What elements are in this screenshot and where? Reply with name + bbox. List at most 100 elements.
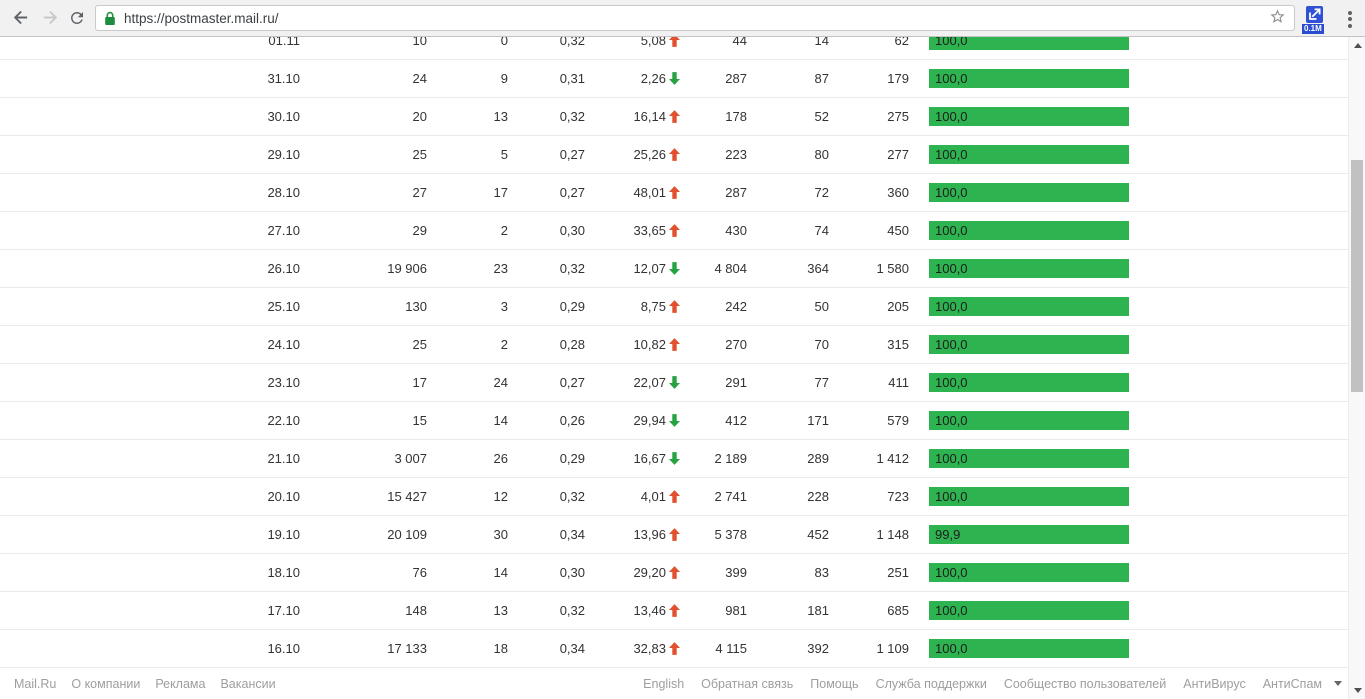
trend-up-icon [669, 642, 680, 655]
delta-cell: 29,20 [585, 565, 680, 580]
extension-badge: 0.1M [1302, 24, 1324, 34]
trend-up-icon [669, 490, 680, 503]
rate-value: 100,0 [935, 299, 968, 314]
rate-cell: 100,0 [909, 69, 1129, 88]
date-cell: 25.10 [267, 299, 300, 314]
extension-button[interactable]: 0.1M [1302, 4, 1328, 34]
url-text[interactable]: https://postmaster.mail.ru/ [124, 10, 279, 26]
date-cell: 21.10 [267, 451, 300, 466]
value-cell: 74 [814, 223, 829, 238]
trend-up-icon [669, 528, 680, 541]
value-cell: 14 [493, 413, 508, 428]
trend-up-icon [669, 300, 680, 313]
table-row: 25.10 130 3 0,29 8,75 242 50 205 100,0 [0, 288, 1348, 326]
forward-button[interactable] [38, 7, 62, 31]
footer-link[interactable]: Служба поддержки [875, 676, 987, 691]
table-row: 30.10 20 13 0,32 16,14 178 52 275 100,0 [0, 98, 1348, 136]
rate-bar: 100,0 [929, 487, 1129, 506]
footer-link[interactable]: АнтиВирус [1183, 676, 1246, 691]
reload-button[interactable] [65, 7, 89, 31]
value-cell: 13 [493, 603, 508, 618]
value-cell: 76 [412, 565, 427, 580]
value-cell: 3 007 [394, 451, 427, 466]
value-cell: 29 [412, 223, 427, 238]
back-button[interactable] [8, 7, 32, 31]
caret-down-icon[interactable] [1334, 681, 1342, 686]
rate-value: 100,0 [935, 413, 968, 428]
rate-value: 100,0 [935, 185, 968, 200]
value-cell: 0,29 [559, 451, 585, 466]
rate-cell: 100,0 [909, 107, 1129, 126]
footer-link[interactable]: АнтиСпам [1262, 676, 1322, 691]
value-cell: 15 [412, 413, 427, 428]
scrollbar-up-icon[interactable] [1353, 43, 1362, 48]
scrollbar-down-icon[interactable] [1353, 688, 1362, 693]
value-cell: 17 133 [387, 641, 427, 656]
value-cell: 228 [807, 489, 829, 504]
value-cell: 30 [493, 527, 508, 542]
date-cell: 23.10 [267, 375, 300, 390]
rate-bar: 100,0 [929, 183, 1129, 202]
footer-link[interactable]: Mail.Ru [14, 676, 57, 691]
rate-value: 99,9 [935, 527, 961, 542]
trend-down-icon [669, 262, 680, 275]
rate-value: 100,0 [935, 147, 968, 162]
footer-link[interactable]: О компании [71, 676, 141, 691]
value-cell: 0,34 [559, 641, 585, 656]
rate-bar: 100,0 [929, 69, 1129, 88]
delta-cell: 8,75 [585, 299, 680, 314]
footer-link[interactable]: English [643, 676, 685, 691]
footer-link[interactable]: Помощь [810, 676, 859, 691]
delta-value: 5,08 [640, 37, 666, 48]
footer-link[interactable]: Вакансии [220, 676, 276, 691]
delta-cell: 29,94 [585, 413, 680, 428]
table-row: 27.10 29 2 0,30 33,65 430 74 450 100,0 [0, 212, 1348, 250]
footer-link[interactable]: Сообщество пользователей [1003, 676, 1167, 691]
value-cell: 25 [412, 147, 427, 162]
table-row: 21.10 3 007 26 0,29 16,67 2 189 289 1 41… [0, 440, 1348, 478]
browser-menu-button[interactable] [1340, 7, 1360, 31]
value-cell: 251 [887, 565, 909, 580]
value-cell: 24 [412, 71, 427, 86]
value-cell: 450 [887, 223, 909, 238]
value-cell: 277 [887, 147, 909, 162]
address-bar[interactable]: https://postmaster.mail.ru/ [95, 5, 1295, 31]
rate-cell: 100,0 [909, 183, 1129, 202]
table-row: 16.10 17 133 18 0,34 32,83 4 115 392 1 1… [0, 630, 1348, 668]
date-cell: 27.10 [267, 223, 300, 238]
value-cell: 315 [887, 337, 909, 352]
stats-table: 01.11 10 0 0,32 5,08 44 14 62 100,0 31.1… [0, 37, 1348, 668]
value-cell: 0,32 [559, 261, 585, 276]
delta-value: 2,26 [640, 71, 666, 86]
table-body: 01.11 10 0 0,32 5,08 44 14 62 100,0 31.1… [0, 37, 1348, 668]
footer-link[interactable]: Обратная связь [701, 676, 794, 691]
value-cell: 0,26 [559, 413, 585, 428]
value-cell: 1 109 [876, 641, 909, 656]
footer-link[interactable]: Реклама [155, 676, 206, 691]
trend-up-icon [669, 224, 680, 237]
value-cell: 130 [405, 299, 427, 314]
delta-value: 16,14 [633, 109, 666, 124]
trend-down-icon [669, 72, 680, 85]
value-cell: 579 [887, 413, 909, 428]
rate-bar: 99,9 [929, 525, 1129, 544]
delta-value: 12,07 [633, 261, 666, 276]
delta-cell: 16,67 [585, 451, 680, 466]
rate-bar: 100,0 [929, 37, 1129, 50]
trend-up-icon [669, 338, 680, 351]
rate-cell: 100,0 [909, 639, 1129, 658]
scrollbar-thumb[interactable] [1351, 160, 1363, 392]
value-cell: 1 412 [876, 451, 909, 466]
delta-cell: 4,01 [585, 489, 680, 504]
value-cell: 77 [814, 375, 829, 390]
vertical-scrollbar[interactable] [1348, 37, 1365, 699]
value-cell: 26 [493, 451, 508, 466]
rate-value: 100,0 [935, 375, 968, 390]
rate-bar: 100,0 [929, 373, 1129, 392]
table-row: 17.10 148 13 0,32 13,46 981 181 685 100,… [0, 592, 1348, 630]
rate-bar: 100,0 [929, 297, 1129, 316]
table-row: 23.10 17 24 0,27 22,07 291 77 411 100,0 [0, 364, 1348, 402]
delta-value: 4,01 [640, 489, 666, 504]
bookmark-star-button[interactable] [1269, 8, 1286, 28]
date-cell: 19.10 [267, 527, 300, 542]
